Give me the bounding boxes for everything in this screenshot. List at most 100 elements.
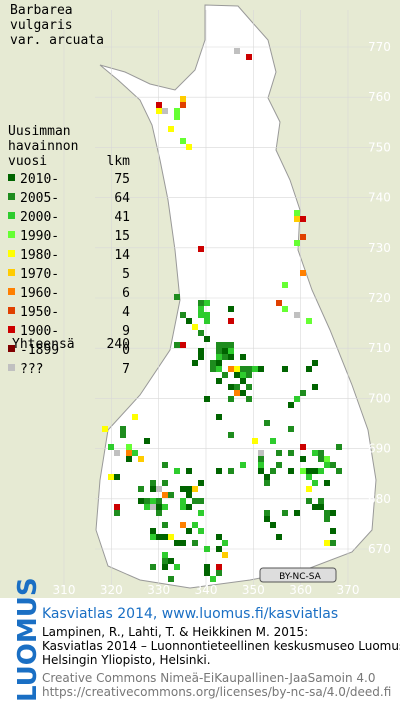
record-square	[150, 498, 156, 504]
record-square	[144, 504, 150, 510]
record-square	[264, 516, 270, 522]
record-square	[258, 462, 264, 468]
record-square	[162, 492, 168, 498]
record-square	[168, 492, 174, 498]
record-square	[138, 498, 144, 504]
record-square	[234, 48, 240, 54]
legend-count: 64	[114, 191, 130, 206]
record-square	[192, 540, 198, 546]
legend-label: -1899	[20, 343, 59, 358]
record-square	[144, 498, 150, 504]
record-square	[204, 300, 210, 306]
record-square	[300, 468, 306, 474]
record-square	[222, 354, 228, 360]
record-square	[210, 366, 216, 372]
record-square	[216, 366, 222, 372]
record-square	[150, 504, 156, 510]
record-square	[288, 468, 294, 474]
record-square	[264, 474, 270, 480]
record-square	[204, 396, 210, 402]
record-square	[150, 534, 156, 540]
record-square	[126, 444, 132, 450]
record-square	[186, 144, 192, 150]
record-square	[264, 510, 270, 516]
record-square	[318, 456, 324, 462]
y-tick-label: 720	[368, 291, 391, 305]
record-square	[288, 426, 294, 432]
record-square	[312, 360, 318, 366]
record-square	[300, 456, 306, 462]
y-tick-label: 670	[368, 542, 391, 556]
record-square	[162, 480, 168, 486]
record-square	[168, 576, 174, 582]
record-square	[300, 216, 306, 222]
record-square	[294, 510, 300, 516]
record-square	[156, 504, 162, 510]
record-square	[258, 468, 264, 474]
record-square	[180, 138, 186, 144]
record-square	[162, 564, 168, 570]
record-square	[234, 384, 240, 390]
record-square	[282, 306, 288, 312]
record-square	[282, 510, 288, 516]
record-square	[270, 468, 276, 474]
record-square	[162, 504, 168, 510]
record-square	[180, 342, 186, 348]
citation: Kasviatlas 2014 – Luonnontieteellinen ke…	[42, 639, 400, 653]
license[interactable]: https://creativecommons.org/licenses/by-…	[42, 685, 391, 699]
record-square	[318, 468, 324, 474]
legend-swatch	[8, 288, 15, 295]
record-square	[192, 522, 198, 528]
record-square	[270, 438, 276, 444]
record-square	[186, 492, 192, 498]
record-square	[240, 462, 246, 468]
record-square	[222, 540, 228, 546]
record-square	[324, 480, 330, 486]
record-square	[300, 390, 306, 396]
legend-swatch	[8, 212, 15, 219]
legend-swatch	[8, 231, 15, 238]
title-line: Barbarea	[10, 3, 73, 18]
record-square	[186, 468, 192, 474]
record-square	[240, 366, 246, 372]
record-square	[198, 330, 204, 336]
legend-label: 2005-	[20, 191, 59, 206]
record-square	[180, 540, 186, 546]
record-square	[246, 372, 252, 378]
record-square	[180, 522, 186, 528]
record-square	[300, 444, 306, 450]
record-square	[162, 534, 168, 540]
x-tick-label: 350	[242, 583, 265, 597]
x-tick-label: 320	[100, 583, 123, 597]
record-square	[180, 504, 186, 510]
y-tick-label: 730	[368, 241, 391, 255]
record-square	[330, 528, 336, 534]
record-square	[150, 564, 156, 570]
y-tick-label: 710	[368, 341, 391, 355]
record-square	[174, 564, 180, 570]
record-square	[144, 438, 150, 444]
record-square	[174, 342, 180, 348]
cc-badge	[259, 567, 337, 583]
record-square	[204, 336, 210, 342]
title-line: vulgaris	[10, 18, 73, 33]
record-square	[240, 378, 246, 384]
record-square	[270, 522, 276, 528]
total-count: 240	[107, 337, 130, 352]
x-tick-label: 310	[53, 583, 76, 597]
y-tick-label: 680	[368, 492, 391, 506]
record-square	[114, 474, 120, 480]
footer-link[interactable]: Kasviatlas 2014, www.luomus.fi/kasviatla…	[42, 606, 338, 622]
record-square	[186, 486, 192, 492]
legend-count: 6	[122, 286, 130, 301]
record-square	[126, 450, 132, 456]
total-label: Yhteensä	[12, 337, 75, 352]
record-square	[258, 456, 264, 462]
record-square	[276, 450, 282, 456]
record-square	[150, 528, 156, 534]
record-square	[186, 504, 192, 510]
record-square	[174, 114, 180, 120]
record-square	[312, 468, 318, 474]
record-square	[294, 240, 300, 246]
record-square	[306, 318, 312, 324]
